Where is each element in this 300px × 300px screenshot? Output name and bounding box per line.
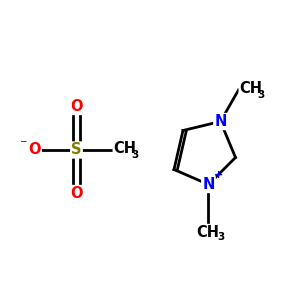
Text: N: N (214, 114, 227, 129)
Text: CH: CH (114, 141, 137, 156)
Text: CH: CH (196, 225, 219, 240)
Text: CH: CH (240, 81, 263, 96)
Text: O: O (70, 99, 83, 114)
Text: +: + (214, 170, 223, 181)
Text: −: − (19, 136, 26, 146)
Text: O: O (70, 186, 83, 201)
Text: N: N (202, 177, 215, 192)
Text: S: S (71, 142, 82, 158)
Text: 3: 3 (257, 90, 265, 100)
Text: O: O (28, 142, 41, 158)
Text: 3: 3 (131, 150, 139, 160)
Text: 3: 3 (217, 232, 224, 242)
